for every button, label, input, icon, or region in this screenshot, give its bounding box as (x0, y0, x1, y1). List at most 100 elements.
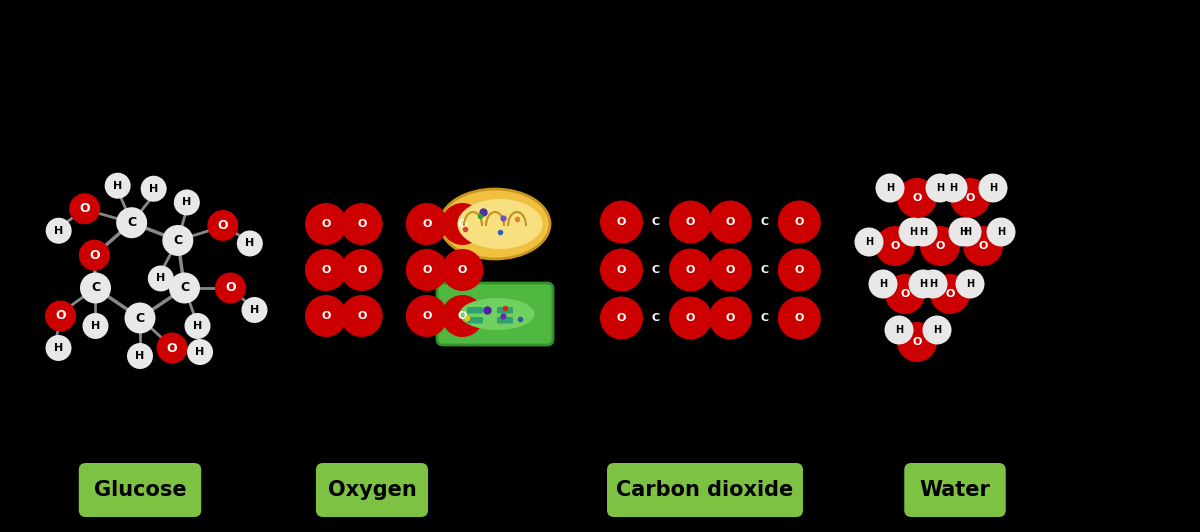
Circle shape (600, 296, 643, 339)
Ellipse shape (440, 189, 550, 259)
Text: O: O (900, 289, 910, 299)
Circle shape (148, 265, 174, 292)
Circle shape (986, 218, 1015, 246)
Text: O: O (79, 202, 90, 215)
Text: C: C (127, 216, 137, 229)
Circle shape (950, 178, 990, 218)
Text: O: O (226, 281, 236, 295)
Circle shape (709, 296, 751, 339)
Text: O: O (89, 248, 100, 262)
Text: H: H (919, 227, 928, 237)
Text: O: O (726, 217, 734, 227)
Text: H: H (91, 321, 100, 331)
Text: O: O (794, 265, 804, 275)
Circle shape (898, 322, 937, 362)
Text: O: O (965, 193, 974, 203)
Circle shape (908, 218, 937, 246)
Text: O: O (617, 217, 626, 227)
Circle shape (305, 249, 347, 291)
Circle shape (918, 270, 948, 298)
Text: O: O (358, 265, 366, 275)
Text: O: O (358, 311, 366, 321)
Text: H: H (997, 227, 1006, 237)
Text: H: H (895, 325, 904, 335)
Text: O: O (686, 217, 695, 227)
Circle shape (978, 173, 1008, 203)
Text: H: H (156, 273, 166, 284)
Circle shape (920, 226, 960, 266)
Ellipse shape (457, 199, 542, 249)
Text: H: H (245, 238, 254, 248)
Text: C: C (652, 313, 660, 323)
Text: H: H (193, 321, 202, 331)
Circle shape (884, 315, 913, 345)
Text: H: H (865, 237, 874, 247)
FancyBboxPatch shape (437, 283, 553, 345)
Circle shape (341, 295, 383, 337)
Text: O: O (458, 311, 467, 321)
Circle shape (46, 218, 72, 244)
Text: H: H (929, 279, 937, 289)
Text: O: O (726, 313, 734, 323)
Circle shape (79, 240, 110, 271)
Circle shape (406, 203, 448, 245)
Circle shape (140, 176, 167, 202)
Text: H: H (886, 183, 894, 193)
Text: C: C (136, 312, 144, 325)
Text: H: H (182, 197, 192, 207)
Text: O: O (617, 265, 626, 275)
Circle shape (116, 207, 148, 238)
Circle shape (46, 335, 72, 361)
Circle shape (208, 210, 239, 241)
Text: C: C (652, 265, 660, 275)
Circle shape (876, 173, 905, 203)
Text: C: C (652, 217, 660, 227)
Circle shape (670, 248, 712, 292)
Text: O: O (458, 219, 467, 229)
Circle shape (341, 203, 383, 245)
Circle shape (869, 270, 898, 298)
Circle shape (923, 315, 952, 345)
Text: O: O (978, 241, 988, 251)
Text: Carbon dioxide: Carbon dioxide (617, 480, 793, 500)
Circle shape (600, 201, 643, 244)
Circle shape (406, 249, 448, 291)
Circle shape (670, 201, 712, 244)
Text: H: H (113, 181, 122, 191)
Circle shape (104, 173, 131, 199)
Text: H: H (936, 183, 944, 193)
FancyBboxPatch shape (316, 463, 428, 517)
Text: O: O (946, 289, 955, 299)
Circle shape (174, 189, 200, 215)
Text: H: H (966, 279, 974, 289)
Circle shape (670, 296, 712, 339)
Circle shape (884, 274, 925, 314)
Text: H: H (54, 343, 64, 353)
Circle shape (442, 295, 484, 337)
Circle shape (80, 272, 110, 303)
Circle shape (854, 228, 883, 256)
Text: H: H (949, 183, 958, 193)
Circle shape (305, 295, 347, 337)
Ellipse shape (460, 298, 534, 330)
Circle shape (442, 249, 484, 291)
Circle shape (600, 248, 643, 292)
Text: C: C (180, 281, 190, 295)
Circle shape (156, 332, 187, 363)
Text: H: H (962, 227, 971, 237)
Circle shape (930, 274, 970, 314)
Circle shape (908, 270, 937, 298)
Circle shape (185, 313, 210, 339)
Text: O: O (55, 310, 66, 322)
Text: O: O (217, 219, 228, 232)
Circle shape (964, 226, 1003, 266)
Text: C: C (761, 217, 769, 227)
Text: O: O (358, 219, 366, 229)
Circle shape (83, 313, 108, 339)
Text: O: O (322, 265, 331, 275)
Circle shape (925, 173, 954, 203)
Circle shape (898, 178, 937, 218)
Text: O: O (686, 313, 695, 323)
Circle shape (236, 230, 263, 256)
FancyBboxPatch shape (497, 307, 514, 313)
